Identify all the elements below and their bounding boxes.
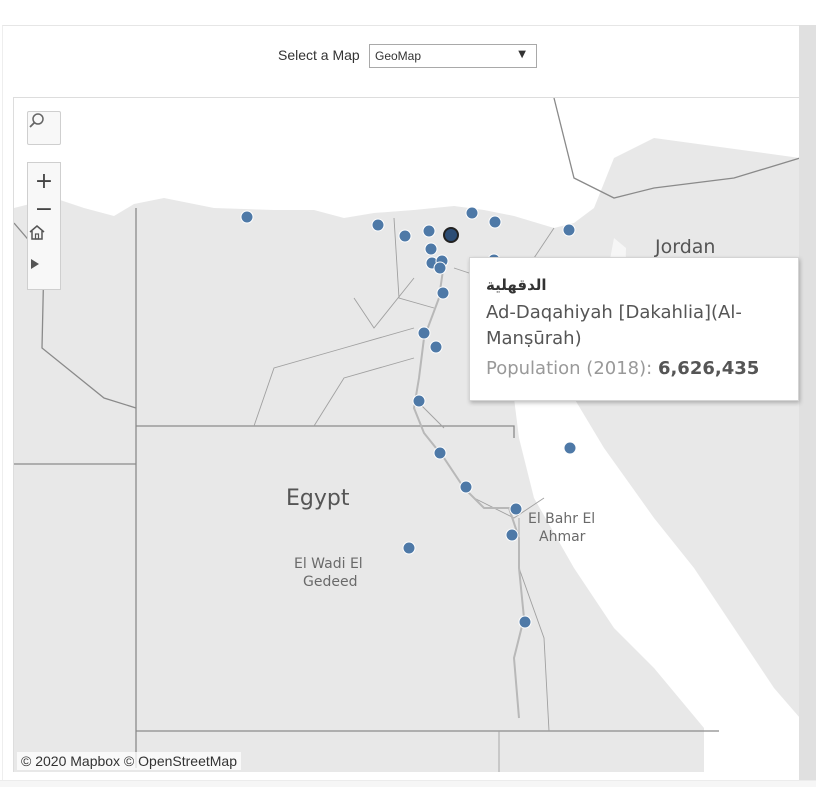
governorate-marker: [436, 286, 450, 300]
governorate-marker: [488, 215, 502, 229]
play-arrow-icon: [31, 259, 39, 269]
pan-tool-button[interactable]: [28, 257, 60, 285]
region-label-red-sea-line2: Ahmar: [539, 529, 586, 545]
governorate-marker: [433, 261, 447, 275]
governorate-marker: [465, 206, 479, 220]
governorate-marker: [433, 446, 447, 460]
tooltip-governorate-name: Ad-Daqahiyah [Dakahlia](Al-Manṣūrah): [486, 302, 742, 349]
reset-view-button[interactable]: [28, 223, 60, 251]
bottom-border: [0, 780, 816, 787]
vertical-scrollbar[interactable]: [799, 25, 816, 780]
mediterranean-sea: [14, 98, 799, 228]
governorate-marker: [371, 218, 385, 232]
dashboard-frame: [2, 25, 799, 780]
governorate-marker: [398, 229, 412, 243]
governorate-marker: [240, 210, 254, 224]
tooltip-population-row: Population (2018): 6,626,435: [486, 358, 798, 379]
country-label-jordan: Jordan: [655, 236, 716, 258]
home-icon: [29, 225, 45, 240]
governorate-marker: [562, 223, 576, 237]
dropdown-arrow-icon: ▼: [518, 49, 526, 60]
governorate-marker: [518, 615, 532, 629]
country-label-egypt: Egypt: [286, 486, 350, 511]
region-label-new-valley-line2: Gedeed: [303, 574, 358, 590]
zoom-in-button[interactable]: +: [28, 167, 60, 195]
search-icon: [29, 113, 44, 128]
region-label-new-valley-line1: El Wadi El: [294, 556, 363, 572]
governorate-marker-selected: [443, 227, 459, 243]
governorate-marker: [402, 541, 416, 555]
red-sea: [514, 383, 799, 772]
zoom-out-button[interactable]: −: [28, 195, 60, 223]
governorate-marker: [505, 528, 519, 542]
governorate-marker: [459, 480, 473, 494]
tooltip-arabic-name: الدقهلية: [486, 276, 547, 294]
map-zoom-controls: + −: [27, 162, 61, 290]
map-select-value: GeoMap: [375, 49, 422, 63]
governorate-marker: [563, 441, 577, 455]
governorate-marker: [429, 340, 443, 354]
map-select-dropdown[interactable]: GeoMap ▼: [369, 44, 537, 68]
minus-icon: −: [34, 196, 54, 222]
plus-icon: +: [34, 168, 54, 194]
governorate-marker: [417, 326, 431, 340]
marker-layer: [240, 206, 577, 629]
tooltip-population-value: 6,626,435: [657, 358, 760, 379]
tooltip-population-label: Population (2018):: [486, 358, 658, 379]
map-selector-label: Select a Map: [278, 47, 360, 63]
governorate-marker: [412, 394, 426, 408]
governorate-tooltip: الدقهلية Ad-Daqahiyah [Dakahlia](Al-Manṣ…: [469, 257, 799, 401]
map-attribution[interactable]: © 2020 Mapbox © OpenStreetMap: [17, 752, 241, 770]
region-label-red-sea-line1: El Bahr El: [528, 511, 596, 527]
map-search-button[interactable]: [27, 111, 61, 145]
governorate-marker: [424, 242, 438, 256]
map-canvas: [14, 98, 799, 772]
governorate-marker: [509, 502, 523, 516]
governorate-marker: [422, 224, 436, 238]
map-view[interactable]: Egypt Jordan El Bahr El Ahmar El Wadi El…: [13, 97, 799, 772]
